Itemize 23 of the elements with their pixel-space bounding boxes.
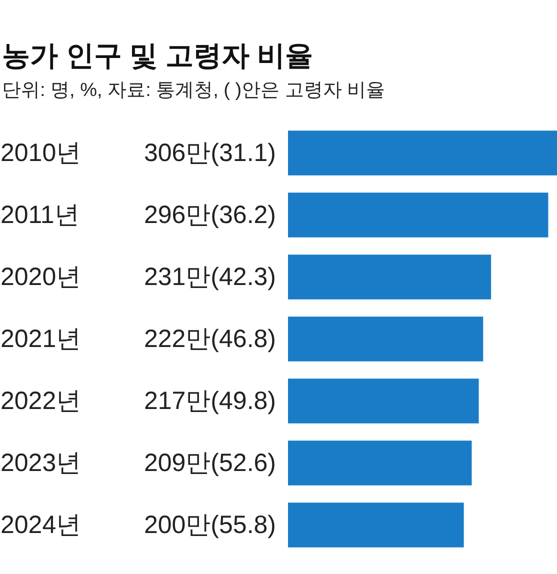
y-tick-label: 2010년 [0, 139, 82, 167]
y-tick-label: 2011년 [0, 201, 80, 229]
y-tick-label: 2022년 [0, 387, 82, 415]
data-label: 306만(31.1) [144, 139, 276, 167]
y-tick-label: 2024년 [0, 511, 82, 539]
bar [288, 254, 492, 300]
data-label: 296만(36.2) [144, 201, 276, 229]
y-tick-label: 2021년 [0, 325, 82, 353]
chart-subtitle: 단위: 명, %, 자료: 통계청, ( )안은 고령자 비율 [2, 80, 386, 101]
data-label: 231만(42.3) [144, 263, 276, 291]
data-label: 222만(46.8) [144, 325, 276, 353]
bar [288, 130, 557, 176]
bar [288, 440, 472, 486]
data-label: 209만(52.6) [144, 449, 276, 477]
bar [288, 502, 464, 548]
bar [288, 378, 479, 424]
bar [288, 316, 484, 362]
y-tick-label: 2020년 [0, 263, 82, 291]
data-label: 217만(49.8) [144, 387, 276, 415]
bar [288, 192, 548, 238]
chart-title: 농가 인구 및 고령자 비율 [2, 40, 314, 71]
data-label: 200만(55.8) [144, 511, 276, 539]
y-tick-label: 2023년 [0, 449, 82, 477]
